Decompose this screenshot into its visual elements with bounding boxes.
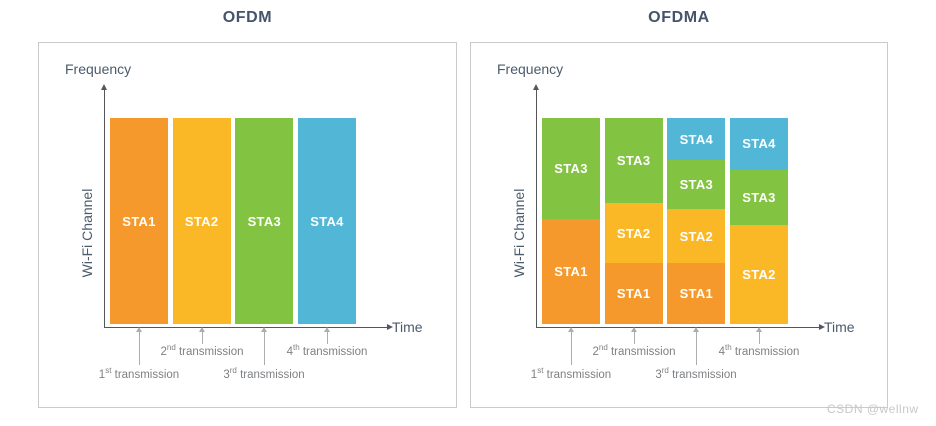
bar-column: STA4 [297, 118, 356, 324]
sta-block-label: STA2 [616, 225, 651, 241]
bar-column: STA4 STA3 STA2 STA1 [667, 118, 726, 324]
up-arrow-icon [261, 327, 267, 365]
up-arrow-icon [631, 327, 637, 344]
transmission-ordinal-suffix: rd [229, 366, 237, 375]
sta-block-sta2: STA2 [604, 202, 663, 264]
up-arrow-icon [756, 327, 762, 344]
transmission-ordinal: 2 [592, 345, 599, 358]
transmission-ordinal-suffix: th [292, 343, 300, 352]
sta-block-label: STA1 [122, 213, 156, 229]
transmission-ordinal-suffix: nd [166, 343, 176, 352]
transmission-word: transmission [668, 368, 737, 381]
transmission-label: 4th transmission [719, 344, 800, 358]
transmission-ordinal: 1 [98, 368, 106, 381]
bar-column: STA4 STA3 STA2 [729, 118, 788, 324]
sta-block-sta3: STA3 [542, 118, 600, 219]
channel-label: Wi-Fi Channel [511, 188, 527, 278]
up-arrow-icon [693, 327, 699, 365]
bars-area: STA1 STA2 STA3 STA4 [110, 118, 356, 324]
transmission-ordinal: 3 [655, 368, 662, 381]
up-arrow-icon [199, 327, 205, 344]
transmission-ordinal: 3 [223, 368, 230, 381]
transmission-word: transmission [111, 368, 180, 381]
transmission-word: transmission [731, 345, 800, 358]
x-axis-label: Time [392, 319, 423, 335]
sta-block-sta1: STA1 [667, 263, 726, 324]
bar-column: STA3 STA1 [542, 118, 600, 324]
transmission-word: transmission [607, 345, 676, 358]
sta-block-sta1: STA1 [604, 263, 663, 324]
bars-area: STA3 STA1 STA3 STA2 STA1 STA4 STA3 STA2 STA1 STA4… [542, 118, 788, 324]
transmission-word: transmission [175, 345, 244, 358]
sta-block-label: STA1 [616, 286, 651, 302]
sta-block-sta2: STA2 [172, 118, 231, 324]
transmission-ordinal-suffix: th [724, 343, 732, 352]
transmission-label: 4th transmission [287, 344, 368, 358]
y-axis-arrow-icon [101, 84, 107, 327]
sta-block-sta3: STA3 [729, 169, 788, 226]
transmission-label: 1st transmission [531, 367, 611, 381]
sta-block-label: STA3 [247, 213, 282, 229]
sta-block-label: STA1 [554, 263, 588, 279]
sta-block-label: STA3 [742, 189, 776, 205]
x-axis-arrow-icon [104, 324, 393, 330]
transmission-word: transmission [236, 368, 305, 381]
y-axis-label: Frequency [497, 61, 564, 77]
panel-title-ofdm: OFDM [222, 9, 273, 26]
sta-block-sta2: STA2 [667, 208, 726, 264]
bar-column: STA2 [172, 118, 231, 324]
sta-block-sta1: STA1 [542, 218, 600, 324]
transmission-label: 2nd transmission [160, 344, 243, 358]
panel-ofdma: Frequency Wi-Fi Channel Time STA3 STA1 STA… [470, 42, 888, 408]
sta-block-sta1: STA1 [110, 118, 168, 324]
transmission-ordinal-suffix: st [105, 366, 112, 375]
transmission-label: 1st transmission [99, 367, 179, 381]
transmission-ordinal: 4 [286, 345, 293, 358]
transmission-ordinal: 2 [160, 345, 167, 358]
sta-block-label: STA2 [742, 267, 776, 283]
sta-block-label: STA3 [554, 160, 588, 176]
panel-ofdm: Frequency Wi-Fi Channel Time STA1 STA2 STA… [38, 42, 457, 408]
sta-block-sta3: STA3 [235, 118, 294, 324]
x-axis-label: Time [824, 319, 855, 335]
transmission-word: transmission [299, 345, 368, 358]
transmission-ordinal: 4 [718, 345, 725, 358]
transmission-ordinal-suffix: rd [661, 366, 669, 375]
up-arrow-icon [568, 327, 574, 365]
sta-block-label: STA4 [742, 136, 776, 152]
watermark: CSDN @wellnw [827, 402, 919, 416]
sta-block-sta2: STA2 [729, 225, 788, 324]
sta-block-sta4: STA4 [729, 118, 788, 170]
sta-block-sta3: STA3 [604, 118, 663, 203]
bar-column: STA3 [235, 118, 294, 324]
transmission-ordinal-suffix: st [537, 366, 544, 375]
transmission-ordinal: 1 [530, 368, 538, 381]
sta-block-label: STA3 [616, 152, 651, 168]
sta-block-label: STA4 [679, 131, 714, 147]
transmission-label: 2nd transmission [592, 344, 675, 358]
bar-column: STA1 [110, 118, 168, 324]
channel-label: Wi-Fi Channel [79, 188, 95, 278]
sta-block-label: STA2 [184, 213, 219, 229]
x-axis-arrow-icon [536, 324, 825, 330]
sta-block-label: STA3 [679, 177, 714, 193]
sta-block-label: STA4 [310, 213, 344, 229]
sta-block-sta4: STA4 [297, 118, 356, 324]
transmission-word: transmission [543, 368, 612, 381]
panel-title-ofdma: OFDMA [648, 9, 710, 26]
bar-column: STA3 STA2 STA1 [604, 118, 663, 324]
y-axis-arrow-icon [533, 84, 539, 327]
sta-block-sta4: STA4 [667, 118, 726, 161]
transmission-label: 3rd transmission [223, 367, 304, 381]
sta-block-sta3: STA3 [667, 160, 726, 209]
transmission-ordinal-suffix: nd [598, 343, 608, 352]
transmission-label: 3rd transmission [655, 367, 736, 381]
sta-block-label: STA1 [679, 286, 714, 302]
y-axis-label: Frequency [65, 61, 132, 77]
up-arrow-icon [136, 327, 142, 365]
sta-block-label: STA2 [679, 228, 714, 244]
up-arrow-icon [324, 327, 330, 344]
